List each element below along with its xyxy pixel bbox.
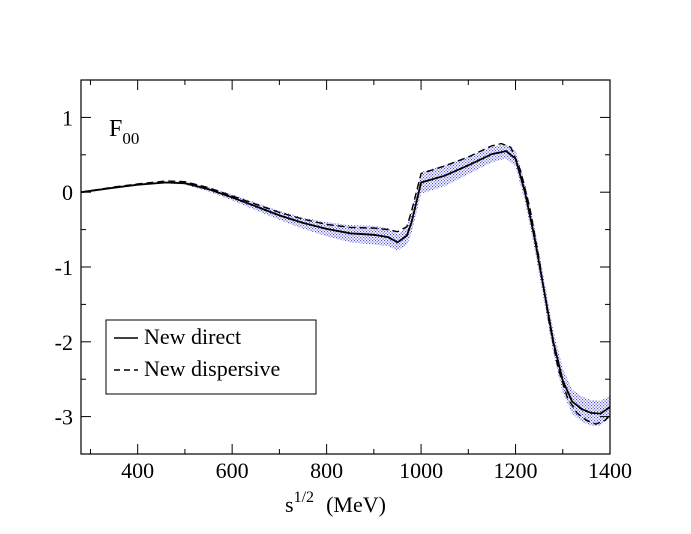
x-tick-label: 1000 — [399, 458, 443, 483]
y-tick-label: -3 — [55, 405, 73, 430]
x-tick-label: 1200 — [494, 458, 538, 483]
panel-annotation: F00 — [109, 116, 139, 148]
series-line-new-dispersive — [80, 142, 611, 425]
x-tick-label: 1400 — [588, 458, 632, 483]
y-tick-label: 0 — [62, 180, 73, 205]
legend-box — [105, 319, 317, 395]
series-layer — [80, 142, 611, 425]
series-line-new-direct — [80, 150, 611, 415]
legend-label-new-direct: New direct — [144, 324, 241, 349]
legend-label-new-dispersive: New dispersive — [144, 356, 280, 381]
x-tick-label: 600 — [216, 458, 249, 483]
x-tick-label: 800 — [310, 458, 343, 483]
plot-frame — [80, 79, 611, 455]
axis-ticks: 400 600 800 1000 1200 1400 1 0 -1 -2 -3 — [55, 79, 632, 483]
x-tick-label: 400 — [121, 458, 154, 483]
y-tick-label: 1 — [62, 105, 73, 130]
y-tick-label: -1 — [55, 255, 73, 280]
legend: New direct New dispersive — [105, 319, 317, 395]
x-axis-label: s1/2 (MeV) — [285, 489, 386, 517]
y-tick-label: -2 — [55, 330, 73, 355]
